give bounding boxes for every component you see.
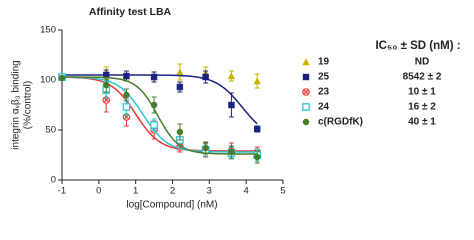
- legend-label: 23: [318, 87, 330, 98]
- y-tick-label: 50: [45, 125, 56, 136]
- legend-marker: [302, 58, 310, 66]
- data-point: [227, 72, 236, 80]
- ic50-header: IC₅₀ ± SD (nM) :: [375, 40, 460, 52]
- x-tick-label: 4: [244, 186, 249, 197]
- y-axis-label: (%/control): [23, 81, 34, 129]
- data-point: [103, 81, 110, 89]
- x-tick-label: 0: [96, 186, 101, 197]
- data-point: [150, 73, 158, 81]
- legend-marker: [302, 118, 310, 126]
- legend-label: c(RGDfK): [318, 117, 363, 128]
- data-point: [150, 121, 158, 129]
- data-point: [253, 77, 261, 85]
- y-tick-label: 0: [51, 175, 56, 186]
- y-axis-label: integrin αᵥβ₃ binding: [11, 60, 22, 149]
- page: {"chart_data": {"type": "dose-response",…: [10, 5, 461, 211]
- fit-curve: [62, 76, 258, 152]
- chart: Affinity test LBA log[Compound] (nM) int…: [11, 6, 461, 211]
- ic50-value: 40 ± 1: [408, 117, 436, 128]
- data-point: [202, 73, 209, 81]
- data-point: [58, 74, 66, 82]
- data-point: [254, 125, 261, 133]
- legend-marker: [302, 73, 310, 81]
- y-tick-label: 150: [40, 25, 56, 36]
- fit-curve: [62, 76, 258, 153]
- ic50-value: ND: [415, 57, 429, 68]
- data-point: [123, 91, 130, 99]
- data-point: [122, 103, 131, 111]
- x-tick-label: 2: [170, 186, 175, 197]
- data-point: [176, 83, 184, 91]
- legend-marker: [302, 103, 310, 111]
- fit-curve: [62, 76, 258, 155]
- data-point: [103, 71, 110, 79]
- data-point: [254, 153, 261, 161]
- data-point: [123, 72, 130, 80]
- x-tick-label: 5: [280, 186, 285, 197]
- legend-label: 19: [318, 57, 330, 68]
- fit-curve: [62, 74, 258, 125]
- x-tick-label: -1: [58, 186, 66, 197]
- ic50-value: 10 ± 1: [408, 87, 436, 98]
- y-tick-label: 100: [40, 75, 56, 86]
- x-tick-label: 1: [133, 186, 138, 197]
- x-tick-label: 3: [207, 186, 212, 197]
- data-point: [202, 144, 209, 152]
- chart-title: Affinity test LBA: [89, 6, 172, 18]
- ic50-value: 16 ± 2: [408, 102, 436, 113]
- data-point: [176, 128, 184, 136]
- legend-label: 24: [318, 102, 330, 113]
- data-point: [150, 101, 158, 109]
- x-axis-label: log[Compound] (nM): [126, 200, 217, 211]
- data-point: [176, 68, 184, 76]
- data-point: [228, 148, 235, 156]
- legend-marker: [302, 88, 310, 96]
- legend-label: 25: [318, 72, 330, 83]
- ic50-value: 8542 ± 2: [403, 72, 442, 83]
- data-point: [228, 101, 235, 109]
